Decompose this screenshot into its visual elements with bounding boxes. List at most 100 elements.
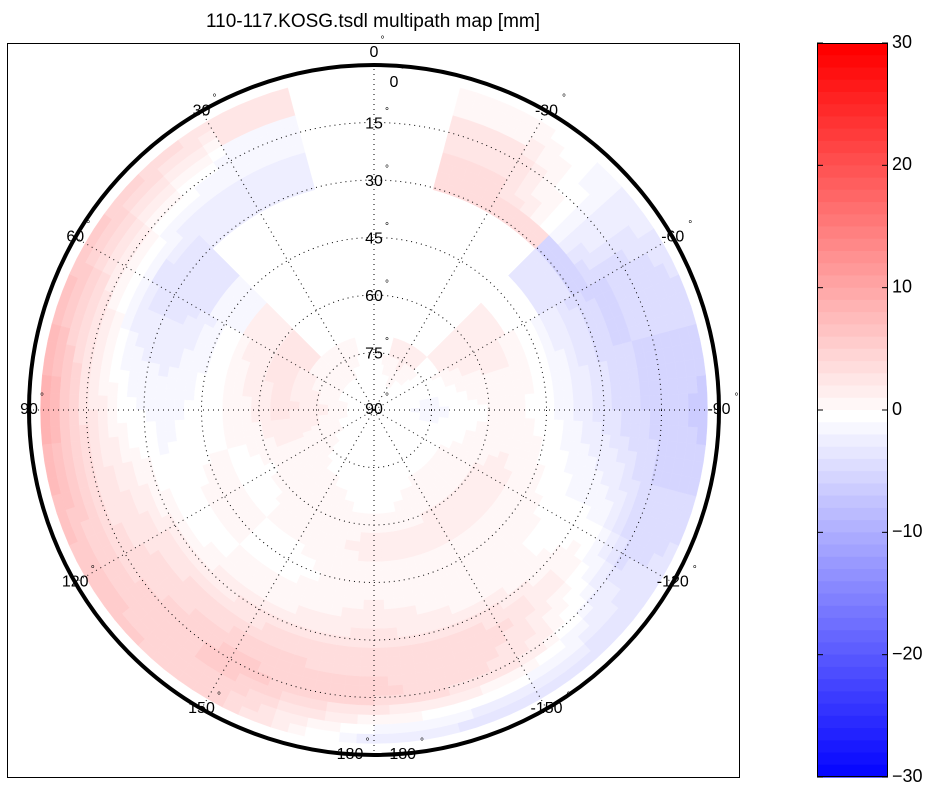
heatmap-cell: [362, 608, 375, 620]
heatmap-cell: [146, 432, 159, 446]
colorbar-segment: [817, 581, 888, 595]
heatmap-cell: [448, 413, 459, 420]
heatmap-cell: [373, 723, 392, 735]
heatmap-cell: [338, 625, 352, 638]
heatmap-cell: [78, 424, 91, 442]
heatmap-cell: [496, 409, 507, 418]
azimuth-tick-label: 60: [66, 229, 84, 246]
heatmap-cell: [50, 426, 62, 445]
colorbar-segment: [817, 458, 888, 472]
heatmap-cell: [185, 380, 197, 392]
heatmap-cell: [383, 598, 396, 610]
heatmap-cell: [591, 397, 603, 411]
heatmap-cell: [398, 644, 413, 657]
azimuth-tick-label: -150: [530, 700, 562, 717]
heatmap-cell: [617, 369, 630, 385]
heatmap-cell: [242, 389, 254, 398]
heatmap-cell: [193, 390, 205, 402]
degree-symbol: °: [567, 691, 571, 702]
heatmap-cell: [145, 409, 157, 423]
heatmap-cell: [107, 395, 118, 411]
heatmap-cell: [203, 400, 214, 411]
degree-symbol: °: [366, 737, 370, 748]
heatmap-cell: [486, 403, 497, 411]
heatmap-cell: [279, 409, 291, 416]
heatmap-cell: [391, 578, 403, 590]
colorbar-segment: [817, 165, 888, 179]
colorbar-segment: [817, 642, 888, 656]
heatmap-cell: [630, 395, 641, 411]
heatmap-cell: [339, 722, 358, 734]
degree-symbol: °: [420, 737, 424, 748]
colorbar-segment: [817, 532, 888, 546]
heatmap-cell: [359, 675, 375, 687]
heatmap-cell: [373, 570, 384, 581]
heatmap-cell: [352, 598, 365, 610]
heatmap-cell: [362, 503, 370, 514]
heatmap-cell: [658, 394, 670, 411]
heatmap-cell: [344, 674, 361, 686]
azimuth-tick-label: 180: [337, 746, 364, 763]
heatmap-cell: [695, 426, 708, 446]
heatmap-cell: [164, 398, 176, 411]
heatmap-cell: [388, 684, 405, 696]
heatmap-cell: [359, 531, 368, 543]
heatmap-cell: [361, 627, 375, 639]
colorbar-segment: [817, 373, 888, 387]
heatmap-cell: [260, 403, 271, 411]
degree-symbol: °: [213, 93, 217, 104]
heatmap-cell: [627, 436, 640, 452]
azimuth-tick-label: -30: [535, 102, 558, 119]
heatmap-cell: [368, 493, 375, 505]
heatmap-cell: [611, 409, 622, 424]
heatmap-cell: [184, 399, 195, 411]
heatmap-cell: [365, 560, 375, 572]
heatmap-cell: [222, 393, 234, 403]
colorbar-segment: [817, 593, 888, 607]
heatmap-cell: [337, 407, 348, 411]
heatmap-cell: [494, 422, 506, 431]
heatmap-cell: [369, 474, 375, 486]
heatmap-cell: [369, 484, 375, 495]
colorbar-segment: [817, 410, 888, 423]
heatmap-cell: [175, 378, 187, 391]
heatmap-cell: [251, 390, 263, 399]
heatmap-cell: [373, 484, 379, 495]
heatmap-cell: [204, 383, 216, 394]
heatmap-cell: [222, 409, 233, 419]
heatmap-cell: [156, 431, 168, 445]
heatmap-cell: [393, 597, 406, 609]
heatmap-cell: [448, 409, 459, 415]
heatmap-cell: [338, 567, 350, 579]
heatmap-cell: [552, 419, 564, 431]
heatmap-cell: [332, 595, 345, 608]
heatmap-cell: [127, 434, 140, 449]
heatmap-cell: [59, 376, 72, 395]
colorbar-tick-label: 0: [892, 399, 902, 419]
colorbar-segment: [817, 569, 888, 582]
heatmap-cell: [377, 335, 383, 346]
heatmap-cell: [381, 550, 391, 562]
colorbar-segment: [817, 202, 888, 215]
heatmap-cell: [366, 541, 375, 553]
degree-symbol: °: [688, 220, 692, 231]
heatmap-cell: [186, 370, 199, 383]
heatmap-cell: [126, 383, 138, 398]
heatmap-cell: [232, 416, 243, 426]
heatmap-cell: [477, 409, 488, 417]
heatmap-cell: [373, 608, 386, 620]
heatmap-cell: [350, 549, 360, 561]
elevation-tick-label: 0: [390, 74, 399, 91]
colorbar-segment: [817, 91, 888, 105]
heatmap-cell: [570, 377, 583, 390]
heatmap-cell: [155, 398, 166, 411]
heatmap-cell: [339, 616, 353, 628]
heatmap-cell: [600, 421, 612, 436]
azimuth-tick-label: 90: [20, 401, 38, 418]
heatmap-cell: [697, 392, 708, 411]
colorbar-segment: [817, 275, 888, 289]
heatmap-cell: [649, 409, 660, 426]
heatmap-cell: [486, 415, 497, 424]
colorbar-segment: [817, 617, 888, 631]
heatmap-cell: [687, 392, 699, 411]
